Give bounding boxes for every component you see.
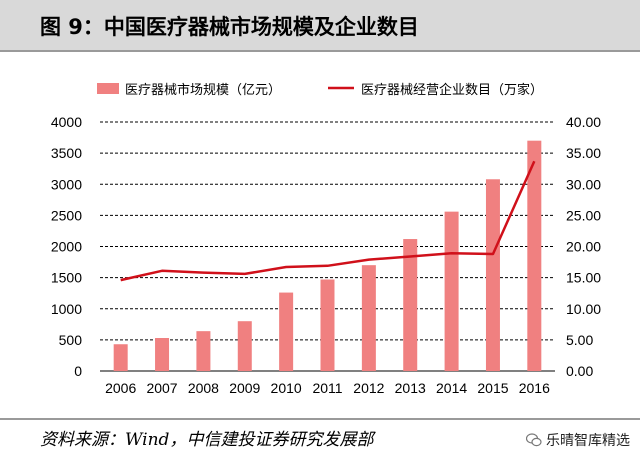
y-right-tick-label: 30.00 (566, 176, 601, 192)
bar (279, 292, 294, 371)
y-left-tick-label: 1500 (51, 270, 82, 286)
x-tick-label: 2014 (436, 380, 467, 396)
y-left-tick-label: 0 (74, 363, 82, 379)
bar (403, 239, 418, 371)
wechat-icon (526, 433, 542, 447)
y-right-tick-label: 5.00 (566, 332, 593, 348)
y-left-tick-label: 500 (59, 332, 83, 348)
x-tick-label: 2016 (519, 380, 550, 396)
x-tick-label: 2012 (353, 380, 384, 396)
line-series (120, 160, 536, 282)
y-right-tick-label: 10.00 (566, 301, 601, 317)
bar (444, 211, 459, 371)
legend-bar-label: 医疗器械市场规模（亿元） (125, 82, 281, 98)
bar (320, 279, 335, 371)
y-right-tick-label: 20.00 (566, 239, 601, 255)
bar (155, 338, 170, 371)
y-right-tick-label: 35.00 (566, 145, 601, 161)
y-left-tick-label: 1000 (51, 301, 82, 317)
chart: 0 500 1000 1500 2000 2500 3000 3500 4000 0.00 5.00… (51, 82, 601, 396)
y-left-tick-label: 3500 (51, 145, 82, 161)
y-left-tick-label: 2500 (51, 207, 82, 223)
watermark: 乐晴智库精选 (526, 430, 630, 450)
x-tick-label: 2010 (271, 380, 302, 396)
y-left-tick-label: 2000 (51, 239, 82, 255)
x-tick-label: 2008 (188, 380, 219, 396)
y-left-tick-label: 4000 (51, 114, 82, 130)
watermark-text: 乐晴智库精选 (546, 433, 630, 449)
legend-bar-swatch (97, 83, 119, 94)
x-tick-label: 2011 (312, 380, 342, 396)
x-tick-label: 2009 (229, 380, 260, 396)
bar (196, 331, 211, 371)
title-band (0, 0, 640, 50)
bar (237, 321, 252, 371)
y-right-tick-label: 25.00 (566, 207, 601, 223)
bar (527, 140, 542, 371)
y-left-tick-label: 3000 (51, 176, 82, 192)
source-text: 资料来源：Wind，中信建投证券研究发展部 (40, 430, 374, 450)
legend-line-label: 医疗器械经营企业数目（万家） (361, 82, 543, 98)
x-tick-label: 2006 (105, 380, 136, 396)
y-right-tick-label: 15.00 (566, 270, 601, 286)
bar (485, 179, 500, 371)
x-tick-label: 2015 (477, 380, 508, 396)
x-tick-label: 2007 (146, 380, 177, 396)
page-title: 图 9：中国医疗器械市场规模及企业数目 (40, 15, 419, 39)
bar (113, 344, 128, 371)
y-right-tick-label: 40.00 (566, 114, 601, 130)
x-tick-label: 2013 (395, 380, 426, 396)
title-divider (0, 50, 640, 52)
y-right-tick-label: 0.00 (566, 363, 593, 379)
source-divider (0, 418, 640, 420)
bar (361, 265, 376, 371)
